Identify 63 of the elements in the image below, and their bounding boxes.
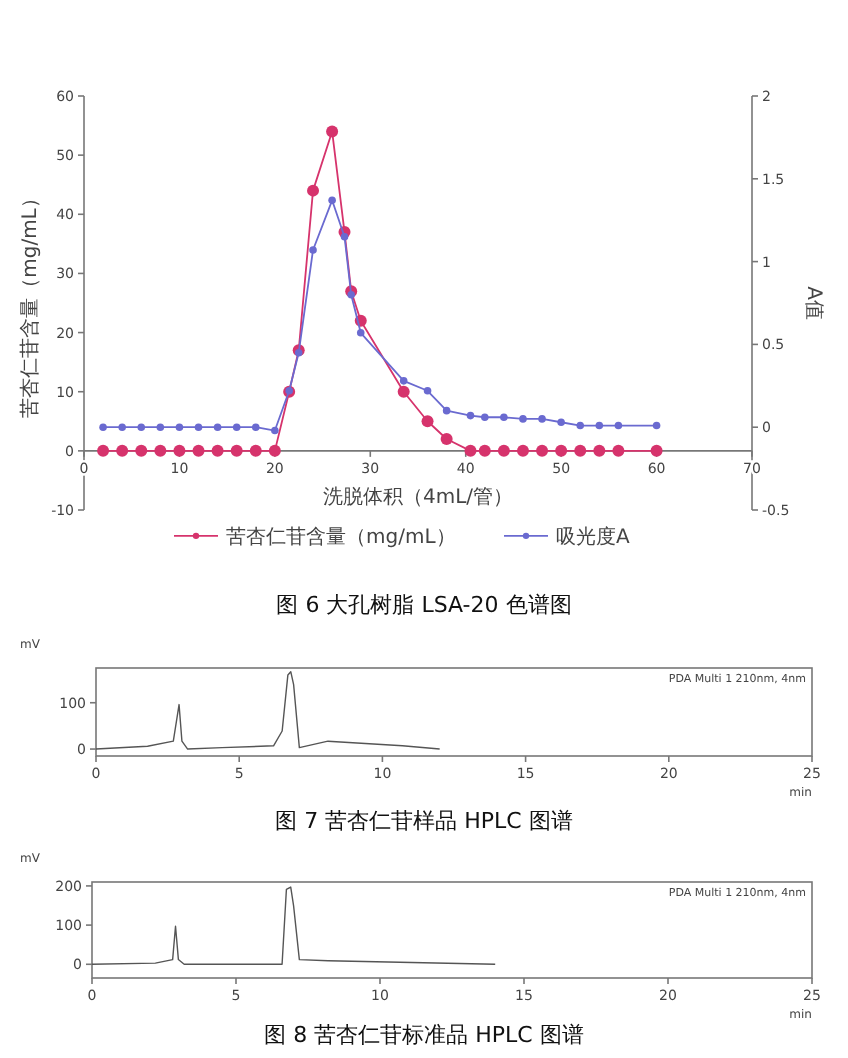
point <box>175 423 184 431</box>
point <box>481 413 489 422</box>
text: 图 8 苦杏仁苷标准品 HPLC 图谱 <box>264 1022 584 1048</box>
line-series <box>95 671 441 750</box>
point <box>230 444 243 457</box>
point <box>593 444 606 457</box>
point <box>249 444 262 457</box>
point <box>612 444 625 457</box>
point <box>478 444 491 457</box>
point <box>555 444 568 457</box>
point <box>99 423 107 431</box>
point <box>156 423 165 431</box>
text: 图 7 苦杏仁苷样品 HPLC 图谱 <box>275 808 573 834</box>
point <box>440 433 453 446</box>
point <box>466 411 475 420</box>
point <box>442 406 451 415</box>
point <box>192 444 205 457</box>
point <box>173 444 186 457</box>
y-axis-title: 苦杏仁苷含量（mg/mL） <box>18 188 42 418</box>
point <box>421 415 434 428</box>
point <box>614 421 623 430</box>
point <box>328 196 336 205</box>
point <box>154 444 167 457</box>
point <box>356 329 365 337</box>
legend-label: 吸光度A <box>556 524 630 549</box>
y2-axis-title: A值 <box>802 286 824 320</box>
point <box>347 290 355 299</box>
point <box>211 444 224 457</box>
point <box>271 426 279 435</box>
point <box>576 421 585 430</box>
line-series <box>91 886 496 965</box>
point <box>326 125 339 138</box>
point <box>118 423 126 431</box>
point <box>574 444 587 457</box>
point <box>340 232 349 241</box>
point <box>309 246 317 254</box>
point <box>97 444 110 457</box>
point <box>595 421 604 430</box>
point <box>497 444 510 457</box>
point <box>516 444 529 457</box>
point <box>500 413 508 422</box>
point <box>399 377 408 385</box>
point <box>519 415 527 423</box>
point <box>423 386 432 395</box>
point <box>116 444 129 457</box>
point <box>251 423 260 431</box>
point <box>213 423 222 431</box>
point <box>194 423 203 431</box>
point <box>307 184 320 197</box>
point <box>652 421 661 430</box>
x-axis-title: 洗脱体积（4mL/管） <box>322 484 514 509</box>
point <box>232 423 241 431</box>
point <box>464 444 477 457</box>
point <box>397 385 410 398</box>
point <box>137 423 146 431</box>
point <box>557 418 565 427</box>
legend-label: 苦杏仁苷含量（mg/mL） <box>226 524 456 549</box>
point <box>268 444 281 457</box>
point <box>650 444 663 457</box>
text: 图 6 大孔树脂 LSA-20 色谱图 <box>276 592 572 618</box>
point <box>536 444 549 457</box>
point <box>538 415 546 423</box>
point <box>135 444 148 457</box>
